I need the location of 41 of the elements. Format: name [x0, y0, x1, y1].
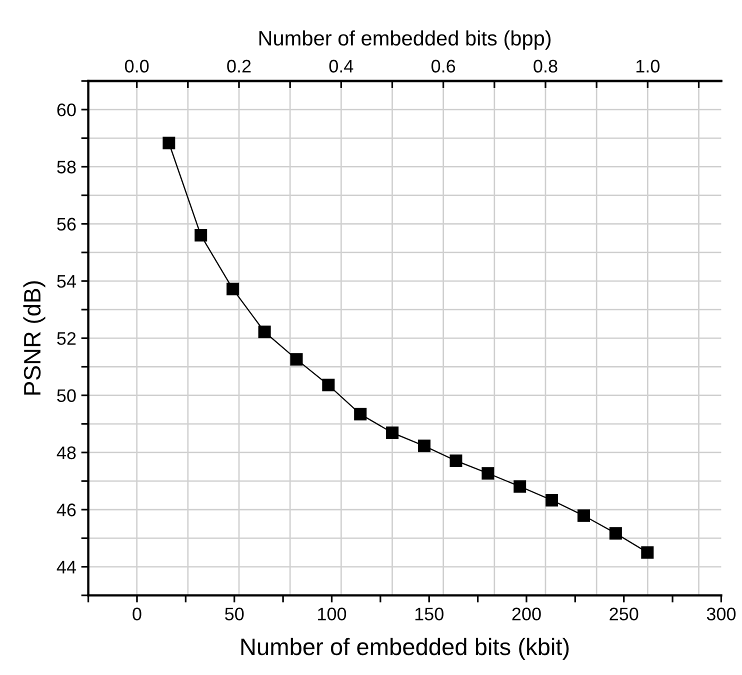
point [450, 454, 462, 468]
point [418, 440, 430, 452]
x-tick-label: 150 [415, 608, 444, 620]
x-tick-label: 100 [318, 608, 346, 620]
x-tick-label: 0 [132, 608, 142, 620]
y-axis-title: PSNR (dB) [23, 281, 46, 395]
x2-tick-label: 1.0 [636, 60, 660, 73]
y-tick-label: 58 [57, 160, 76, 174]
y-tick-label: 60 [57, 104, 76, 116]
y-tick-label: 50 [57, 389, 76, 402]
point [162, 136, 176, 150]
y-tick-label: 54 [57, 275, 76, 288]
point [514, 480, 526, 493]
x2-tick-label: 0.4 [329, 60, 354, 73]
point [386, 426, 399, 440]
point [641, 546, 654, 559]
point [258, 326, 271, 338]
y-tick-label: 48 [56, 446, 76, 460]
x-tick-label: 250 [610, 608, 638, 620]
point [609, 527, 622, 540]
y-tick-label: 56 [57, 218, 76, 231]
x2-axis-title: Number of embedded bits (bpp) [259, 30, 551, 50]
point [482, 467, 494, 480]
x-tick-label: 200 [512, 608, 541, 620]
x2-tick-label: 0.2 [227, 60, 251, 73]
x2-tick-label: 0.8 [534, 60, 558, 73]
x-tick-label: 300 [706, 608, 736, 620]
point [354, 408, 367, 420]
y-tick-label: 46 [56, 504, 76, 516]
x2-tick-label: 0.6 [431, 60, 456, 73]
x-axis-title: Number of embedded bits (kbit) [241, 638, 569, 660]
point [577, 509, 590, 522]
x-tick-label: 50 [225, 608, 244, 620]
point [290, 353, 303, 366]
y-tick-label: 52 [57, 332, 76, 345]
point [226, 282, 240, 296]
point [546, 494, 558, 506]
point [322, 378, 335, 392]
y-tick-label: 44 [56, 560, 76, 574]
x2-tick-label: 0.0 [124, 60, 149, 73]
point [194, 229, 208, 242]
